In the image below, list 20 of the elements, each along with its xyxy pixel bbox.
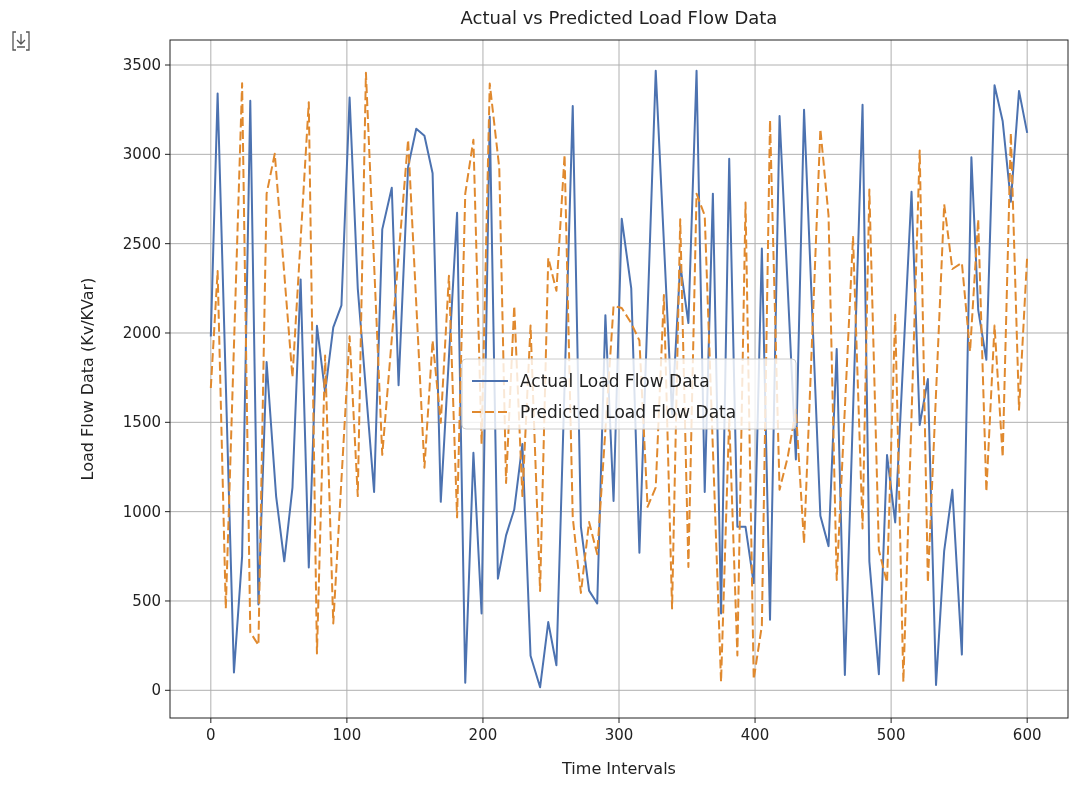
y-tick-label: 0 xyxy=(151,681,161,700)
x-tick-label: 400 xyxy=(740,726,770,744)
y-tick-label: 500 xyxy=(132,591,161,610)
chart-title: Actual vs Predicted Load Flow Data xyxy=(460,7,778,28)
y-tick-label: 1500 xyxy=(122,413,161,432)
x-tick-label: 500 xyxy=(876,726,906,744)
x-tick-label: 100 xyxy=(332,726,362,744)
y-tick-label: 3500 xyxy=(122,56,161,75)
x-tick-label: 0 xyxy=(206,726,216,744)
legend-label: Predicted Load Flow Data xyxy=(520,402,737,422)
y-tick-label: 2500 xyxy=(122,234,161,253)
legend-label: Actual Load Flow Data xyxy=(520,371,710,391)
x-tick-label: 200 xyxy=(468,726,498,744)
x-tick-label: 300 xyxy=(604,726,634,744)
y-tick-label: 3000 xyxy=(122,145,161,164)
y-tick-label: 2000 xyxy=(122,324,161,342)
y-axis-title: Load Flow Data (Kv/KVar) xyxy=(78,277,97,481)
x-tick-label: 600 xyxy=(1012,726,1042,744)
y-tick-label: 1000 xyxy=(122,502,161,521)
x-axis-title: Time Intervals xyxy=(561,759,676,778)
